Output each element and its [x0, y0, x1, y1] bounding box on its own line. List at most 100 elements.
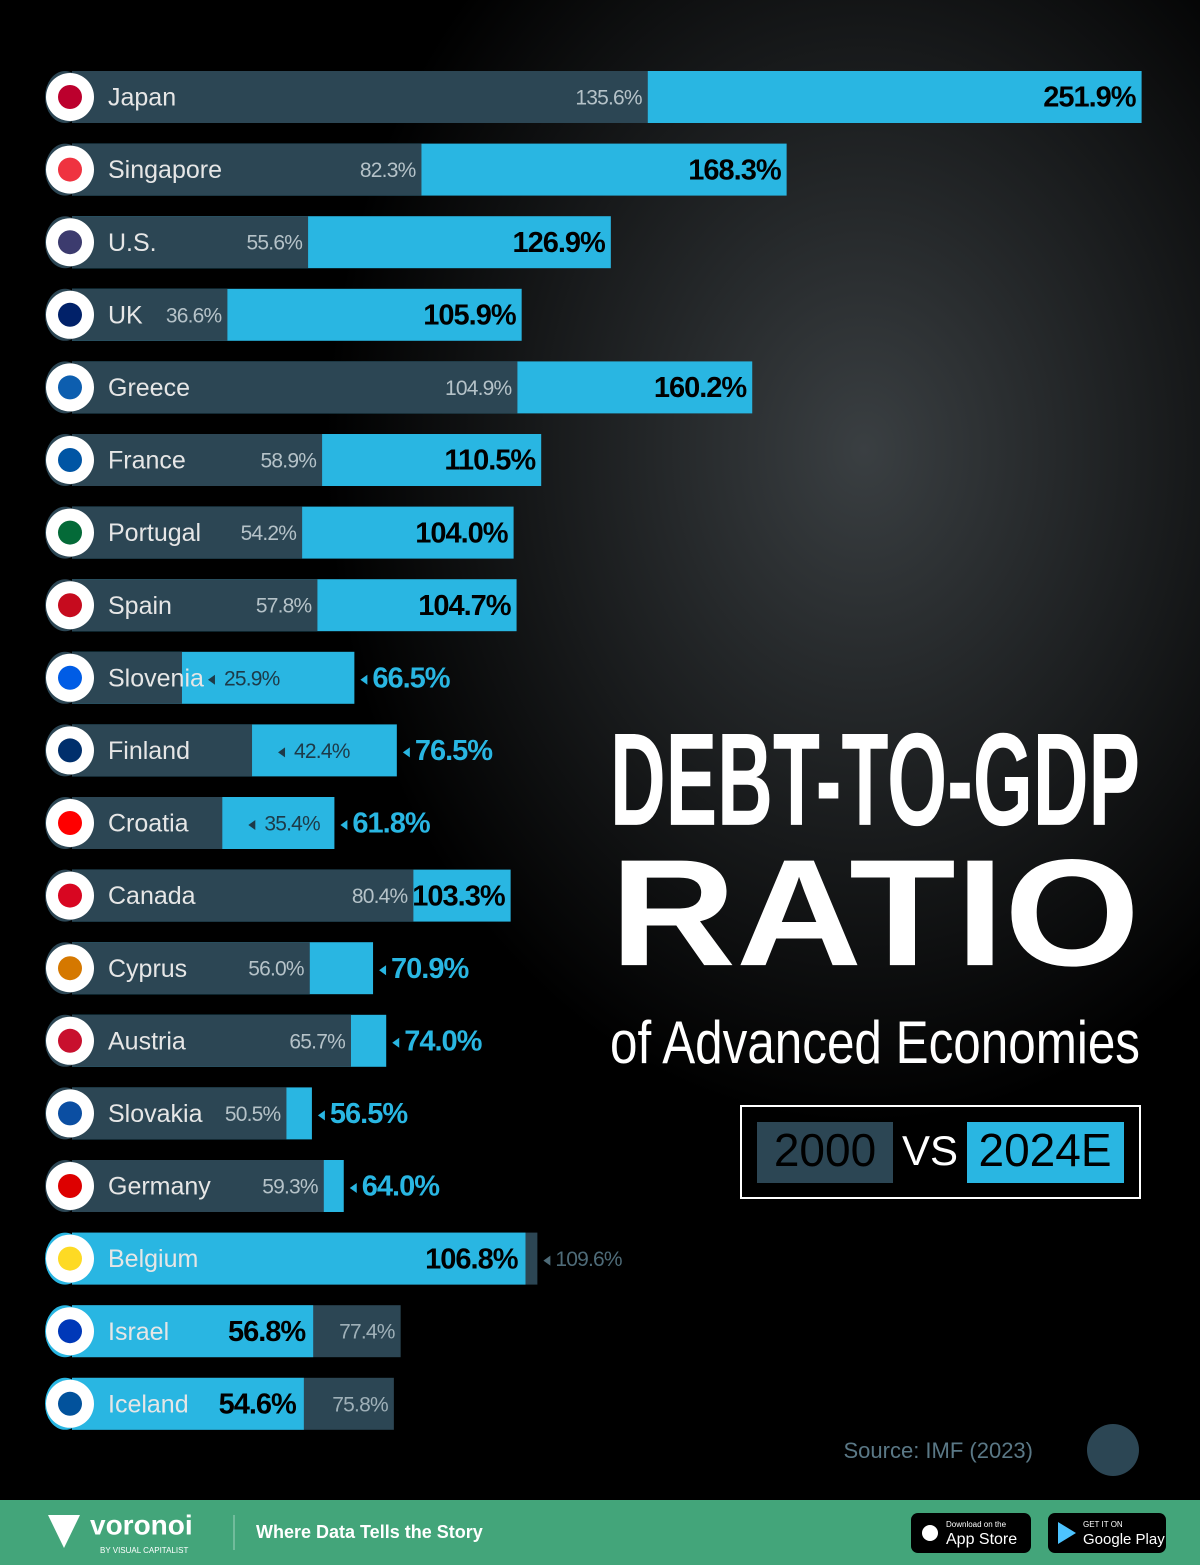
category-label: Portugal [108, 519, 201, 547]
legend-swatch [967, 1122, 1124, 1183]
legend-separator: VS [902, 1127, 958, 1174]
brand-icon [48, 1515, 80, 1548]
flag-emblem [58, 1319, 82, 1344]
arrow [340, 820, 348, 830]
flag-emblem [58, 302, 82, 327]
arrow [379, 965, 387, 976]
arrow [278, 747, 286, 758]
value-label: 77.4% [339, 1321, 395, 1344]
value-label: 64.0% [362, 1171, 440, 1203]
arrow [360, 674, 368, 685]
brand-sub: BY VISUAL CAPITALIST [100, 1546, 188, 1555]
logo-icon [1087, 1424, 1139, 1476]
category-label: Slovenia [108, 664, 204, 692]
category-label: U.S. [108, 229, 157, 257]
flag-emblem [58, 157, 82, 182]
value-label: 106.8% [425, 1243, 519, 1275]
legend-label: 2000 [774, 1124, 876, 1176]
flag-emblem [58, 593, 82, 618]
badge-text: GET IT ON [1083, 1520, 1123, 1529]
bar [72, 1305, 314, 1358]
category-label: Belgium [108, 1245, 198, 1273]
flag-emblem [58, 1028, 82, 1053]
category-label: Germany [108, 1173, 211, 1201]
flag-emblem [58, 665, 82, 690]
bar [72, 506, 303, 559]
value-label: 56.8% [228, 1316, 306, 1348]
flag-emblem [58, 230, 82, 255]
value-label: 82.3% [360, 159, 416, 182]
category-label: Spain [108, 592, 172, 620]
chart-subtitle: of Advanced Economies [610, 1009, 1140, 1076]
value-label: 109.6% [555, 1248, 622, 1271]
value-label: 103.3% [412, 880, 506, 912]
value-label: 50.5% [225, 1103, 281, 1126]
arrow [543, 1255, 551, 1266]
badge-text: App Store [946, 1531, 1017, 1548]
arrow [317, 1110, 325, 1121]
source: Source: IMF (2023) [843, 1438, 1033, 1463]
bar [72, 361, 518, 414]
legend-swatch [757, 1122, 893, 1183]
value-label: 54.2% [241, 522, 297, 545]
bar [72, 724, 253, 777]
category-label: Canada [108, 882, 196, 910]
value-label: 104.7% [418, 590, 512, 622]
category-label: Singapore [108, 156, 222, 184]
value-label: 80.4% [352, 885, 408, 908]
bar [72, 434, 323, 486]
value-label: 251.9% [1043, 82, 1137, 114]
badge-text: Download on the [946, 1520, 1007, 1529]
category-label: Croatia [108, 810, 189, 838]
flag-emblem [58, 883, 82, 908]
value-label: 25.9% [224, 667, 280, 690]
value-label: 55.6% [247, 232, 303, 255]
value-label: 135.6% [575, 87, 642, 110]
value-label: 42.4% [294, 740, 350, 763]
value-label: 56.5% [330, 1098, 408, 1130]
value-label: 57.8% [256, 595, 312, 618]
value-label: 74.0% [404, 1025, 482, 1057]
flag-emblem [58, 956, 82, 981]
bar [72, 71, 648, 123]
legend-label: 2024E [978, 1124, 1111, 1176]
value-label: 59.3% [262, 1176, 318, 1199]
category-label: France [108, 447, 186, 475]
chart-title: DEBT-TO-GDP [610, 706, 1140, 853]
value-label: 65.7% [289, 1030, 345, 1053]
arrow [392, 1037, 400, 1048]
legend-box [740, 1105, 1141, 1199]
bar [72, 143, 422, 196]
value-label: 104.0% [415, 517, 509, 549]
bar [72, 869, 414, 922]
flag-emblem [58, 85, 82, 109]
app-store-badge[interactable] [911, 1513, 1031, 1553]
value-label: 104.9% [445, 377, 512, 400]
apple-icon [922, 1525, 938, 1541]
value-label: 35.4% [264, 813, 320, 836]
bar [72, 797, 223, 849]
value-label: 75.8% [332, 1393, 388, 1416]
bar [72, 942, 310, 995]
value-label: 160.2% [654, 372, 748, 404]
arrow [402, 747, 410, 758]
google-play-badge[interactable] [1048, 1513, 1166, 1553]
arrow [349, 1183, 357, 1193]
category-label: Finland [108, 737, 190, 765]
value-label: 36.6% [166, 304, 222, 327]
bar [72, 216, 309, 269]
chart-title: RATIO [610, 828, 1140, 998]
category-label: Austria [108, 1027, 186, 1055]
bar [72, 288, 228, 341]
flag-emblem [58, 520, 82, 545]
value-label: 61.8% [352, 808, 430, 840]
flag-emblem [58, 1174, 82, 1198]
bar [72, 1377, 304, 1430]
value-label: 56.0% [248, 958, 304, 981]
flag-emblem [58, 448, 82, 472]
value-label: 168.3% [688, 154, 782, 186]
category-label: Greece [108, 374, 190, 402]
flag-emblem [58, 1391, 82, 1416]
flag-emblem [58, 811, 82, 835]
